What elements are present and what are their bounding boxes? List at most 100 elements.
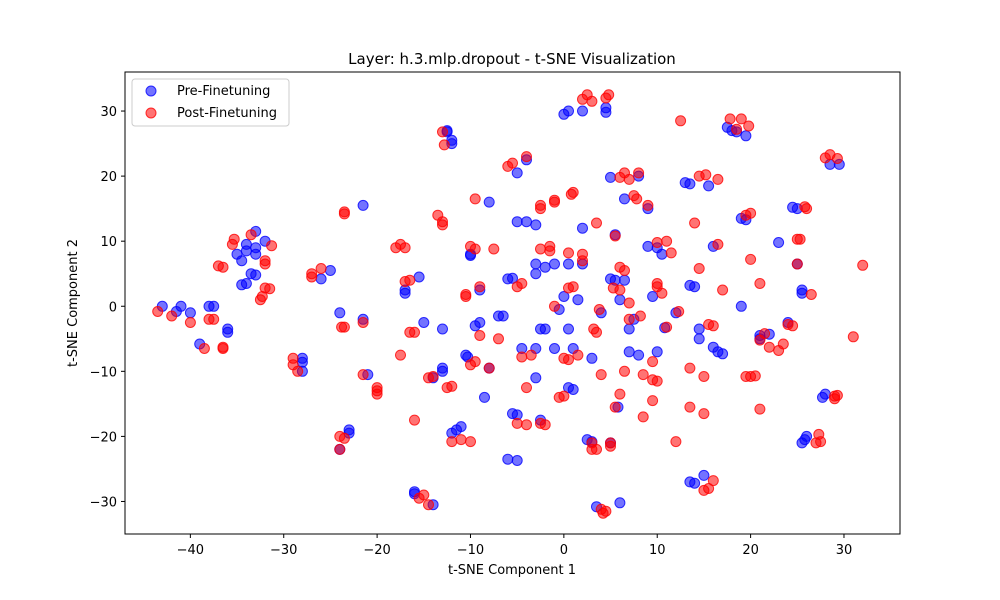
point-post-finetuning <box>693 263 705 274</box>
point-post-finetuning <box>857 259 869 271</box>
point-post-finetuning <box>521 151 532 163</box>
x-tick-label: −20 <box>363 543 390 558</box>
point-pre-finetuning <box>567 384 579 395</box>
point-pre-finetuning <box>619 274 630 286</box>
point-post-finetuning <box>731 123 743 135</box>
point-pre-finetuning <box>530 372 542 384</box>
point-pre-finetuning <box>801 430 813 442</box>
x-tick-label: 0 <box>560 543 568 558</box>
point-post-finetuning <box>521 419 532 431</box>
point-pre-finetuning <box>296 356 308 368</box>
point-pre-finetuning <box>437 323 448 335</box>
point-pre-finetuning <box>521 216 532 228</box>
point-post-finetuning <box>831 389 843 401</box>
point-post-finetuning <box>675 115 687 127</box>
point-post-finetuning <box>735 113 747 125</box>
point-pre-finetuning <box>623 346 635 358</box>
y-tick-label: −20 <box>90 430 117 445</box>
y-tick-label: −30 <box>90 495 117 510</box>
point-post-finetuning <box>673 306 685 317</box>
point-post-finetuning <box>334 443 346 455</box>
point-post-finetuning <box>208 313 220 325</box>
point-pre-finetuning <box>530 268 542 280</box>
point-post-finetuning <box>591 217 602 229</box>
point-post-finetuning <box>623 297 635 309</box>
point-post-finetuning <box>474 330 486 341</box>
legend-marker-pre-finetuning <box>145 85 157 97</box>
point-pre-finetuning <box>511 455 523 466</box>
point-post-finetuning <box>614 388 626 400</box>
point-post-finetuning <box>712 238 724 250</box>
point-post-finetuning <box>483 362 495 374</box>
point-pre-finetuning <box>614 497 626 509</box>
point-post-finetuning <box>563 247 574 259</box>
point-post-finetuning <box>805 289 817 300</box>
point-post-finetuning <box>605 437 616 449</box>
y-tick-label: 10 <box>100 235 117 250</box>
point-pre-finetuning <box>558 291 570 302</box>
point-post-finetuning <box>619 365 630 377</box>
point-pre-finetuning <box>502 453 514 465</box>
point-post-finetuning <box>539 419 551 431</box>
point-post-finetuning <box>745 207 757 219</box>
legend-box <box>131 78 290 127</box>
point-pre-finetuning <box>250 269 262 281</box>
point-post-finetuning <box>521 382 532 394</box>
point-post-finetuning <box>516 278 528 289</box>
point-pre-finetuning <box>577 105 588 117</box>
point-post-finetuning <box>409 414 420 426</box>
point-post-finetuning <box>847 331 859 343</box>
y-tick-label: 20 <box>100 170 117 185</box>
point-post-finetuning <box>474 281 486 293</box>
point-post-finetuning <box>455 434 467 446</box>
point-post-finetuning <box>292 365 304 377</box>
point-pre-finetuning <box>703 180 715 192</box>
point-post-finetuning <box>217 261 229 273</box>
point-post-finetuning <box>404 274 416 286</box>
point-pre-finetuning <box>357 199 369 211</box>
point-post-finetuning <box>577 255 588 267</box>
point-post-finetuning <box>749 370 761 382</box>
point-post-finetuning <box>371 385 383 397</box>
point-post-finetuning <box>656 287 668 299</box>
point-post-finetuning <box>665 247 677 259</box>
point-post-finetuning <box>493 333 504 345</box>
point-pre-finetuning <box>530 219 542 231</box>
point-pre-finetuning <box>693 323 705 335</box>
point-post-finetuning <box>637 411 649 423</box>
point-post-finetuning <box>549 300 560 312</box>
point-pre-finetuning <box>684 178 696 190</box>
point-post-finetuning <box>535 199 546 211</box>
points-layer <box>152 89 869 519</box>
y-axis-label: t-SNE Component 2 <box>66 239 81 367</box>
point-pre-finetuning <box>689 281 701 293</box>
point-post-finetuning <box>488 243 500 255</box>
point-pre-finetuning <box>563 258 574 270</box>
point-post-finetuning <box>591 443 602 455</box>
point-post-finetuning <box>707 320 719 332</box>
point-post-finetuning <box>525 349 537 361</box>
point-pre-finetuning <box>647 291 659 302</box>
point-post-finetuning <box>418 489 430 501</box>
point-post-finetuning <box>703 483 715 494</box>
point-post-finetuning <box>507 157 518 169</box>
point-post-finetuning <box>670 436 682 448</box>
point-post-finetuning <box>794 233 806 245</box>
point-pre-finetuning <box>633 349 645 361</box>
point-post-finetuning <box>469 193 481 205</box>
point-pre-finetuning <box>796 284 808 296</box>
x-axis-ticks: −40 −30 −20 −10 0 10 20 30 <box>177 534 852 558</box>
point-pre-finetuning <box>539 323 551 335</box>
point-post-finetuning <box>591 326 602 338</box>
point-post-finetuning <box>338 206 350 218</box>
y-tick-label: 30 <box>100 105 117 120</box>
legend-marker-post-finetuning <box>145 107 157 119</box>
point-pre-finetuning <box>222 326 234 338</box>
point-pre-finetuning <box>563 323 574 335</box>
point-post-finetuning <box>336 321 348 333</box>
point-pre-finetuning <box>236 279 248 291</box>
x-tick-label: 20 <box>742 543 759 558</box>
point-post-finetuning <box>446 380 458 392</box>
point-post-finetuning <box>306 268 318 280</box>
point-post-finetuning <box>647 356 659 368</box>
